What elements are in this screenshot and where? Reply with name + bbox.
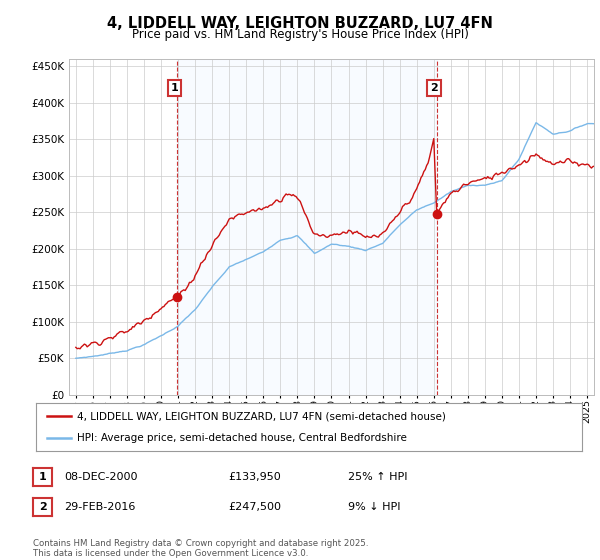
Text: 4, LIDDELL WAY, LEIGHTON BUZZARD, LU7 4FN (semi-detached house): 4, LIDDELL WAY, LEIGHTON BUZZARD, LU7 4F… (77, 411, 446, 421)
Text: £133,950: £133,950 (228, 472, 281, 482)
Text: 08-DEC-2000: 08-DEC-2000 (64, 472, 138, 482)
Text: HPI: Average price, semi-detached house, Central Bedfordshire: HPI: Average price, semi-detached house,… (77, 433, 407, 443)
Text: Contains HM Land Registry data © Crown copyright and database right 2025.
This d: Contains HM Land Registry data © Crown c… (33, 539, 368, 558)
Text: 25% ↑ HPI: 25% ↑ HPI (348, 472, 407, 482)
Text: Price paid vs. HM Land Registry's House Price Index (HPI): Price paid vs. HM Land Registry's House … (131, 28, 469, 41)
Text: 2: 2 (39, 502, 46, 512)
Text: 9% ↓ HPI: 9% ↓ HPI (348, 502, 401, 512)
Text: 2: 2 (430, 83, 438, 93)
Bar (177, 59, 437, 395)
Text: 1: 1 (170, 83, 178, 93)
Text: 1: 1 (39, 472, 46, 482)
Text: £247,500: £247,500 (228, 502, 281, 512)
Text: 4, LIDDELL WAY, LEIGHTON BUZZARD, LU7 4FN: 4, LIDDELL WAY, LEIGHTON BUZZARD, LU7 4F… (107, 16, 493, 31)
Text: 29-FEB-2016: 29-FEB-2016 (64, 502, 136, 512)
